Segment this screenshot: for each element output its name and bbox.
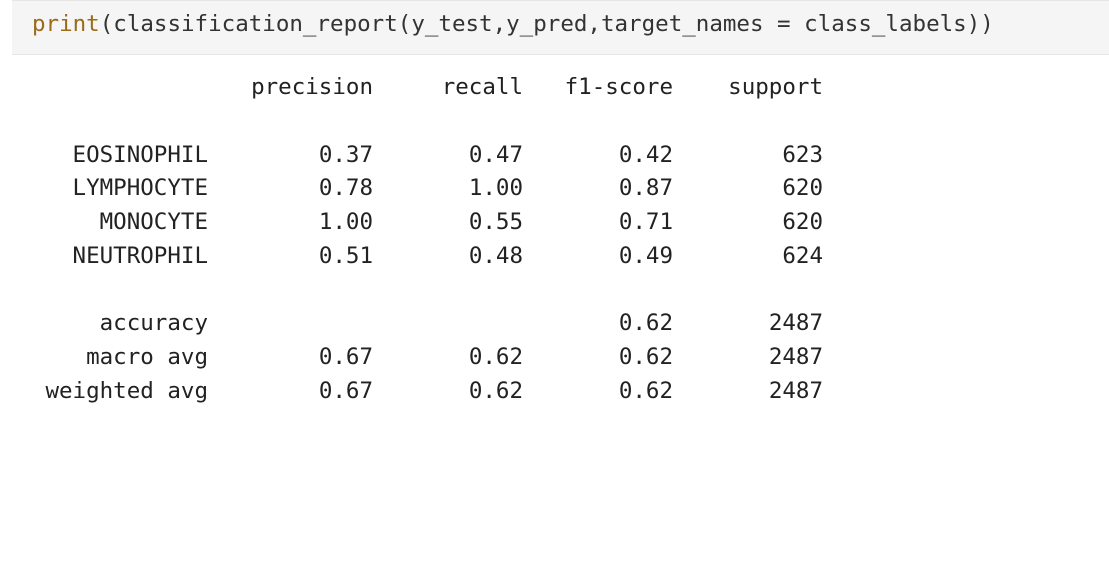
summary-support: 2487 xyxy=(768,378,823,404)
row-support: 624 xyxy=(782,243,823,269)
report-header-row: precision recall f1-score support xyxy=(28,72,823,102)
row-recall: 0.47 xyxy=(468,142,523,168)
summary-precision: 0.67 xyxy=(318,344,373,370)
header-recall: recall xyxy=(441,74,523,100)
code-token-paren: ( xyxy=(397,11,412,37)
header-f1-score: f1-score xyxy=(564,74,673,100)
summary-f1-score: 0.62 xyxy=(618,310,673,336)
code-token-equals: = xyxy=(763,11,805,37)
report-summary-row: weighted avg 0.67 0.62 0.62 2487 xyxy=(28,376,823,406)
row-precision: 0.37 xyxy=(318,142,373,168)
row-label: EOSINOPHIL xyxy=(72,142,208,168)
summary-support: 2487 xyxy=(768,344,823,370)
row-precision: 1.00 xyxy=(318,209,373,235)
report-row: MONOCYTE 1.00 0.55 0.71 620 xyxy=(28,207,823,237)
row-f1-score: 0.42 xyxy=(618,142,673,168)
summary-precision: 0.67 xyxy=(318,378,373,404)
row-label: LYMPHOCYTE xyxy=(72,175,208,201)
report-row: LYMPHOCYTE 0.78 1.00 0.87 620 xyxy=(28,173,823,203)
summary-recall: 0.62 xyxy=(468,378,523,404)
row-label: MONOCYTE xyxy=(99,209,208,235)
classification-report-output: precision recall f1-score support EOSINO… xyxy=(28,72,823,404)
row-f1-score: 0.49 xyxy=(618,243,673,269)
code-token-arg-value: class_labels xyxy=(804,11,967,37)
code-cell-input[interactable]: print(classification_report(y_test,y_pre… xyxy=(12,0,1109,55)
summary-label: macro avg xyxy=(86,344,208,370)
row-recall: 1.00 xyxy=(468,175,523,201)
report-row: NEUTROPHIL 0.51 0.48 0.49 624 xyxy=(28,241,823,271)
row-recall: 0.55 xyxy=(468,209,523,235)
header-precision: precision xyxy=(251,74,373,100)
report-summary-row: accuracy 0.62 2487 xyxy=(28,308,823,338)
code-token-print: print xyxy=(32,11,100,37)
summary-f1-score: 0.62 xyxy=(618,344,673,370)
summary-label: weighted avg xyxy=(45,378,208,404)
row-precision: 0.78 xyxy=(318,175,373,201)
summary-recall: 0.62 xyxy=(468,344,523,370)
row-f1-score: 0.71 xyxy=(618,209,673,235)
code-token-paren: ( xyxy=(99,11,114,37)
row-support: 620 xyxy=(782,209,823,235)
row-support: 620 xyxy=(782,175,823,201)
summary-support: 2487 xyxy=(768,310,823,336)
summary-label: accuracy xyxy=(99,310,208,336)
code-token-function-call: classification_report xyxy=(113,11,398,37)
code-token-args: y_test,y_pred,target_names xyxy=(411,11,764,37)
report-row: EOSINOPHIL 0.37 0.47 0.42 623 xyxy=(28,140,823,170)
row-label: NEUTROPHIL xyxy=(72,243,208,269)
summary-f1-score: 0.62 xyxy=(618,378,673,404)
code-line: print(classification_report(y_test,y_pre… xyxy=(32,9,994,39)
code-token-close-parens: )) xyxy=(966,11,994,37)
row-recall: 0.48 xyxy=(468,243,523,269)
row-precision: 0.51 xyxy=(318,243,373,269)
row-support: 623 xyxy=(782,142,823,168)
report-summary-row: macro avg 0.67 0.62 0.62 2487 xyxy=(28,342,823,372)
header-support: support xyxy=(728,74,823,100)
row-f1-score: 0.87 xyxy=(618,175,673,201)
